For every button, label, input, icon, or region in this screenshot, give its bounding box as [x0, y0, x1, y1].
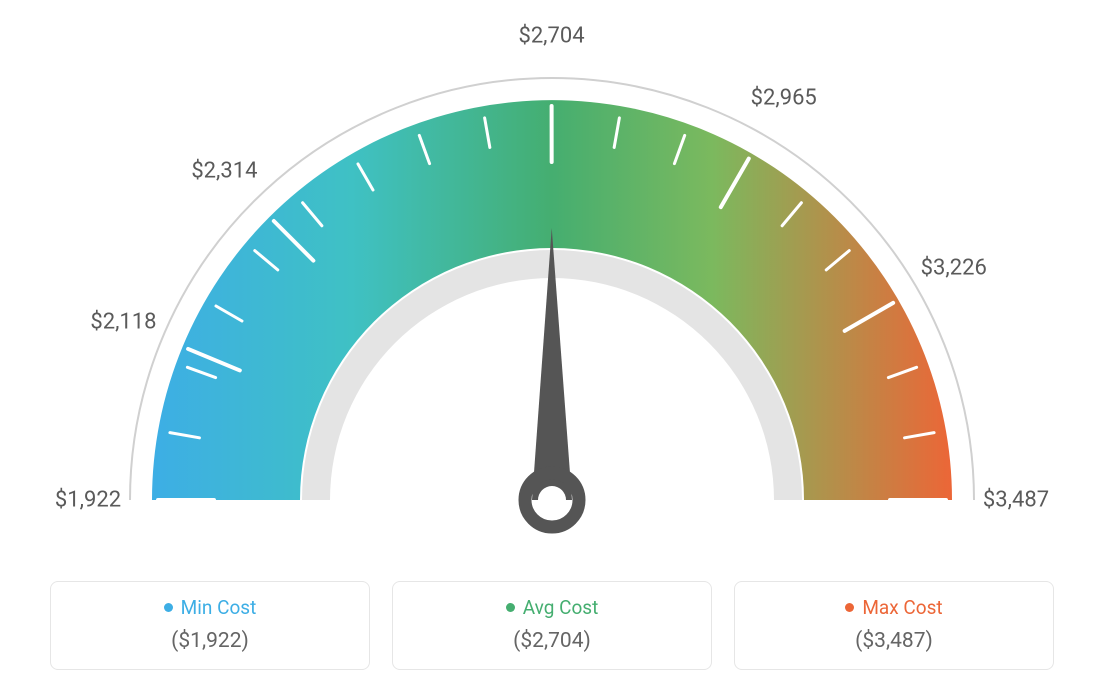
gauge-tick-label: $2,965: [751, 86, 817, 111]
gauge-tick-label: $2,118: [90, 310, 156, 335]
legend-avg-value: ($2,704): [403, 629, 701, 653]
gauge-tick-label: $2,314: [191, 159, 257, 184]
legend-row: Min Cost ($1,922) Avg Cost ($2,704) Max …: [50, 581, 1054, 670]
legend-min-card: Min Cost ($1,922): [50, 581, 370, 670]
legend-max-title: Max Cost: [845, 596, 942, 619]
legend-min-title: Min Cost: [164, 596, 257, 619]
legend-min-value: ($1,922): [61, 629, 359, 653]
legend-avg-card: Avg Cost ($2,704): [392, 581, 712, 670]
dot-icon: [506, 603, 515, 612]
legend-max-card: Max Cost ($3,487): [734, 581, 1054, 670]
legend-min-label: Min Cost: [181, 596, 257, 619]
gauge-tick-label: $3,226: [921, 255, 987, 280]
dot-icon: [164, 603, 173, 612]
legend-max-value: ($3,487): [745, 629, 1043, 653]
cost-gauge-chart: $1,922 $2,118 $2,314 $2,704 $2,965 $3,226 $3,4…: [0, 0, 1104, 690]
gauge-tick-label: $3,487: [983, 488, 1049, 513]
legend-avg-title: Avg Cost: [506, 596, 599, 619]
dot-icon: [845, 603, 854, 612]
gauge-area: $1,922 $2,118 $2,314 $2,704 $2,965 $3,226 $3,4…: [0, 0, 1104, 560]
legend-max-label: Max Cost: [862, 596, 942, 619]
gauge-tick-label: $2,704: [518, 24, 584, 49]
legend-avg-label: Avg Cost: [523, 596, 599, 619]
gauge-tick-label: $1,922: [55, 488, 121, 513]
